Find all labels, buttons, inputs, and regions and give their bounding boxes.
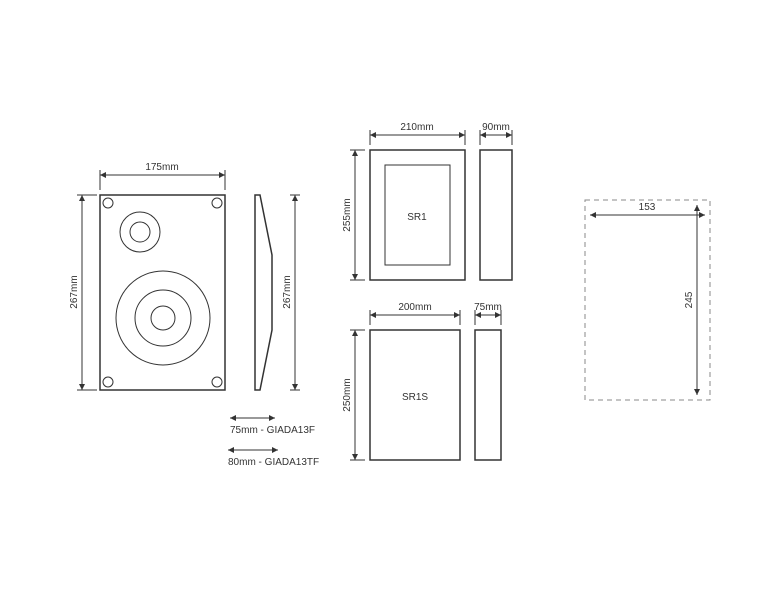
cutout-width-label: 153 (639, 202, 656, 213)
side-label-b: 80mm - GIADA13TF (228, 457, 319, 468)
side-profile (255, 195, 272, 390)
sr1-front: SR1 (370, 150, 465, 280)
sr1s-name: SR1S (402, 392, 428, 403)
sr1-width-label: 210mm (400, 122, 433, 133)
sr1-height-dim: 255mm (342, 150, 365, 280)
sr1s-side-width-dim: 75mm (474, 302, 502, 325)
side-height-dim: 267mm (282, 195, 300, 390)
sr1-side (480, 150, 512, 280)
sr1-name: SR1 (407, 212, 427, 223)
sr1s-front: SR1S (370, 330, 460, 460)
cutout-height-label: 245 (684, 291, 695, 308)
sr1s-height-dim: 250mm (342, 330, 365, 460)
sr1s-height-label: 250mm (342, 378, 353, 411)
cutout-height-dim: 245 (684, 205, 697, 395)
speaker-width-dim: 175mm (100, 162, 225, 190)
side-bottom-dim-b: 80mm - GIADA13TF (228, 450, 319, 468)
sr1s-width-dim: 200mm (370, 302, 460, 325)
side-bottom-dim-a: 75mm - GIADA13F (230, 418, 315, 436)
sr1s-side-width-label: 75mm (474, 302, 502, 313)
sr1-side-width-dim: 90mm (480, 122, 512, 145)
sr1s-side (475, 330, 501, 460)
speaker-width-label: 175mm (145, 162, 178, 173)
sr1-height-label: 255mm (342, 198, 353, 231)
side-label-a: 75mm - GIADA13F (230, 425, 315, 436)
speaker-height-label: 267mm (69, 275, 80, 308)
cutout-width-dim: 153 (590, 202, 705, 215)
speaker-front (100, 195, 225, 390)
sr1-side-width-label: 90mm (482, 122, 510, 133)
side-height-label: 267mm (282, 275, 293, 308)
sr1s-width-label: 200mm (398, 302, 431, 313)
sr1-width-dim: 210mm (370, 122, 465, 145)
speaker-height-dim: 267mm (69, 195, 97, 390)
